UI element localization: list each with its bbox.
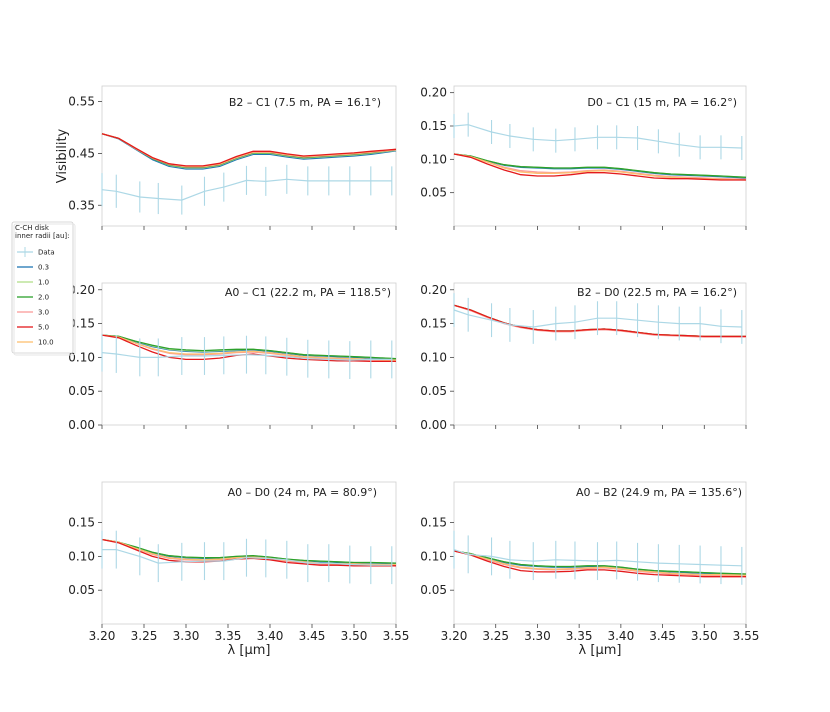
model-line-0-3 <box>101 133 397 170</box>
model-line-5-0 <box>453 550 746 578</box>
panel-b2-d0: 0.00 0.05 0.10 0.15 0.20 B2 – D0 (22.5 m, PA … <box>420 282 747 432</box>
data-line <box>101 352 392 361</box>
model-line-2-0 <box>453 153 747 178</box>
x-tick-label: 3.55 <box>383 629 410 643</box>
y-tick-label: 0.05 <box>68 583 95 597</box>
legend-entry-label: 1.0 <box>38 279 49 287</box>
panel-title: B2 – D0 (22.5 m, PA = 16.2°) <box>577 286 737 299</box>
model-line-2-0 <box>453 550 747 575</box>
model-line-2-0 <box>101 538 397 564</box>
y-tick-label: 0.00 <box>420 418 447 432</box>
panel-a0-c1: 0.000.050.100.150.20 A0 – C1 (22.2 m, PA … <box>68 282 397 432</box>
panel-a0-b2: 3.20 3.25 3.30 3.35 3.40 3.45 3.50 3.55 0.05 0.10… <box>420 481 760 643</box>
model-line-10-0 <box>101 133 397 168</box>
x-tick-label: 3.30 <box>173 629 200 643</box>
x-tick-label: 3.50 <box>341 629 368 643</box>
model-line-10-0 <box>101 334 397 361</box>
legend-entry-label: 3.0 <box>38 309 49 317</box>
x-tick-label: 3.40 <box>257 629 284 643</box>
y-tick-label: 0.35 <box>68 198 95 212</box>
x-tick-label: 3.45 <box>649 629 676 643</box>
data-line <box>102 548 392 566</box>
y-tick-label: 0.05 <box>420 186 447 200</box>
x-tick-label: 3.40 <box>607 629 634 643</box>
y-tick-label: 0.10 <box>68 549 95 563</box>
legend-entry-label: 0.3 <box>38 264 49 272</box>
legend: C-CH disk inner radii [au]: Data 0.3 1.0 2.… <box>11 221 76 356</box>
data-line <box>453 549 742 567</box>
panel-title: A0 – B2 (24.9 m, PA = 135.6°) <box>576 486 742 499</box>
legend-entry-label: 10.0 <box>38 339 54 347</box>
legend-entry-label: 5.0 <box>38 324 49 332</box>
model-line-0-3 <box>453 550 747 576</box>
legend-entry-label: 2.0 <box>38 294 49 302</box>
legend-frame <box>11 221 74 354</box>
panel-a0-d0: 3.20 3.25 3.30 3.35 3.40 3.45 3.50 3.55 0.05 0.10… <box>68 481 410 643</box>
x-tick-label: 3.35 <box>566 629 593 643</box>
y-tick-label: 0.10 <box>420 152 447 166</box>
x-axis-label-left: λ [μm] <box>228 643 271 658</box>
axes-frame <box>453 282 747 426</box>
axes-frame <box>453 481 747 625</box>
model-line-2-0 <box>101 334 397 360</box>
legend-entries: Data 0.3 1.0 2.0 3.0 5.0 10.0 <box>17 247 55 347</box>
data-line <box>453 309 742 328</box>
model-line-5-0 <box>101 133 397 167</box>
x-tick-label: 3.30 <box>524 629 551 643</box>
x-tick-label: 3.20 <box>441 629 468 643</box>
model-line-5-0 <box>101 538 396 567</box>
y-tick-label: 0.15 <box>420 317 447 331</box>
panel-b2-c1: 0.35 0.45 0.55 B2 – C1 (7.5 m, PA = 16.1°) <box>68 85 397 230</box>
model-line-5-0 <box>453 304 746 338</box>
y-tick-label: 0.05 <box>68 384 95 398</box>
y-tick-label: 0.55 <box>68 95 95 109</box>
x-axis-label-right: λ [μm] <box>579 643 622 658</box>
model-line-10-0 <box>101 538 396 566</box>
panel-title: B2 – C1 (7.5 m, PA = 16.1°) <box>229 96 381 109</box>
legend-entry-label: Data <box>38 249 55 257</box>
axes-frame <box>453 85 747 227</box>
legend-title-line1: C-CH disk <box>15 224 50 232</box>
x-tick-label: 3.50 <box>691 629 718 643</box>
panel-title: A0 – C1 (22.2 m, PA = 118.5°) <box>225 286 391 299</box>
model-line-2-0 <box>101 133 397 169</box>
y-tick-label: 0.05 <box>420 384 447 398</box>
panel-title: D0 – C1 (15 m, PA = 16.2°) <box>587 96 737 109</box>
x-tick-label: 3.35 <box>215 629 242 643</box>
y-tick-label: 0.10 <box>420 350 447 364</box>
x-tick-label: 3.20 <box>89 629 116 643</box>
y-tick-label: 0.20 <box>420 283 447 297</box>
y-tick-label: 0.45 <box>68 146 95 160</box>
y-tick-label: 0.20 <box>420 86 447 100</box>
model-line-10-0 <box>453 153 747 181</box>
panel-d0-c1: 0.05 0.10 0.15 0.20 D0 – C1 (15 m, PA = 16.2… <box>420 85 747 230</box>
data-line <box>101 178 392 201</box>
legend-title-line2: inner radii [au]: <box>15 232 70 240</box>
x-tick-label: 3.25 <box>131 629 158 643</box>
y-tick-label: 0.15 <box>420 516 447 530</box>
y-tick-label: 0.10 <box>420 549 447 563</box>
panel-title: A0 – D0 (24 m, PA = 80.9°) <box>228 486 377 499</box>
y-tick-label: 0.00 <box>68 418 95 432</box>
model-line-10-0 <box>453 550 747 576</box>
y-tick-label: 0.05 <box>420 583 447 597</box>
y-tick-label: 0.15 <box>420 119 447 133</box>
y-tick-label: 0.15 <box>68 516 95 530</box>
data-line <box>453 124 742 149</box>
axes-frame <box>101 85 397 227</box>
legend-shadow <box>13 223 76 356</box>
x-tick-label: 3.45 <box>299 629 326 643</box>
model-line-3-0 <box>101 133 397 168</box>
x-tick-label: 3.55 <box>733 629 760 643</box>
y-axis-label: Visibility <box>55 128 70 183</box>
model-line-5-0 <box>453 153 746 181</box>
axes-frame <box>101 481 397 625</box>
model-line-1-0 <box>101 133 397 169</box>
x-tick-label: 3.25 <box>482 629 509 643</box>
